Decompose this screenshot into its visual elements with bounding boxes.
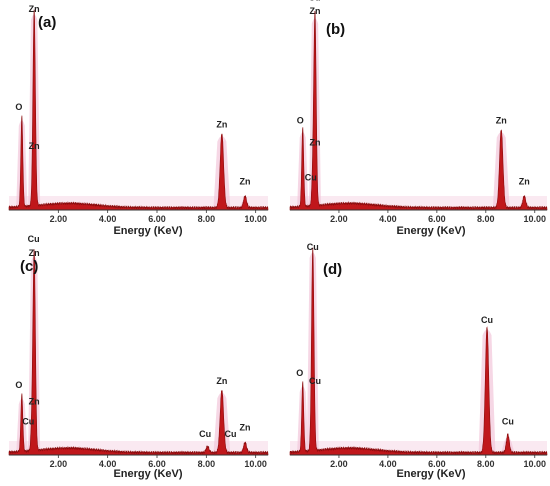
panel-d-x-tick-label: 8.00 (477, 459, 495, 469)
panel-d-x-tick-label: 6.00 (428, 459, 446, 469)
panel-a-x-tick-label: 8.00 (198, 214, 216, 224)
panel-a-x-tick-label: 4.00 (99, 214, 117, 224)
panel-b-x-tick-label: 8.00 (477, 214, 495, 224)
panel-d-x-tick-label: 2.00 (330, 459, 348, 469)
panel-a: 2.00 4.00 6.00 8.00 10.00 Zn O Zn Zn Zn (8, 4, 269, 224)
panel-d: 2.00 4.00 6.00 8.00 10.00 Cu O Cu Cu Cu (289, 242, 548, 469)
panel-c-peak-label: Cu (28, 234, 40, 244)
panel-d-x-tick-label: 10.00 (523, 459, 546, 469)
panel-b-x-tick-label: 10.00 (523, 214, 546, 224)
panel-c-peak-label: Zn (29, 248, 40, 258)
panel-c-peak-label: O (15, 380, 22, 390)
panel-a-peak-label: Zn (216, 120, 227, 130)
panel-b-peak-label: Cu (305, 173, 317, 183)
panel-d-letter: (d) (323, 261, 342, 278)
panel-b-peak-label: Zn (309, 6, 320, 16)
panel-a-peak-label: Zn (29, 141, 40, 151)
panel-d-peak-label: Cu (307, 242, 319, 252)
panel-c-x-tick-label: 8.00 (198, 459, 216, 469)
panel-a-x-tick-label: 10.00 (244, 214, 267, 224)
panel-d-peak-label: O (296, 368, 303, 378)
panel-d-peak-label: Cu (309, 376, 321, 386)
panel-a-x-tick-label: 6.00 (148, 214, 166, 224)
panel-a-peak-label: Zn (29, 4, 40, 14)
panel-d-x-tick-label: 4.00 (379, 459, 397, 469)
panel-a-spectrum (8, 9, 269, 211)
panel-c-peak-label: Zn (240, 423, 251, 433)
panel-d-spectrum (289, 247, 548, 456)
panel-b-peak-label: Cu (308, 0, 320, 2)
panel-b-x-axis-label: Energy (KeV) (396, 225, 465, 237)
panel-c-peak-label: Zn (29, 396, 40, 406)
panel-c-spectrum (8, 249, 269, 456)
panel-c-x-tick-label: 10.00 (244, 459, 267, 469)
panel-c-x-axis-label: Energy (KeV) (113, 468, 182, 480)
panel-a-x-tick-label: 2.00 (50, 214, 68, 224)
panel-b-peak-label: Zn (519, 176, 530, 186)
panel-c-peak-label: Cu (22, 417, 34, 427)
panel-c-peak-label: Cu (225, 429, 237, 439)
panel-b-peak-label: O (297, 116, 304, 126)
panel-d-x-axis-label: Energy (KeV) (396, 468, 465, 480)
panel-b-peak-label: Zn (496, 116, 507, 126)
panel-c-x-tick-label: 4.00 (99, 459, 117, 469)
panel-a-peak-label: O (15, 102, 22, 112)
panel-d-peak-label: Cu (481, 315, 493, 325)
panel-b-letter: (b) (326, 21, 345, 38)
panel-b-x-tick-label: 2.00 (330, 214, 348, 224)
panel-a-x-axis-label: Energy (KeV) (113, 225, 182, 237)
panel-c-peak-label: Cu (199, 429, 211, 439)
panel-b-x-tick-label: 6.00 (428, 214, 446, 224)
panel-a-letter: (a) (38, 14, 56, 31)
panel-b-peak-label: Zn (309, 137, 320, 147)
panel-d-peak-label: Cu (502, 417, 514, 427)
panel-b-spectrum (289, 11, 548, 211)
panel-c-x-tick-label: 6.00 (148, 459, 166, 469)
panel-c-letter: (c) (20, 258, 38, 275)
panel-c-x-tick-label: 2.00 (50, 459, 68, 469)
panel-b-x-tick-label: 4.00 (379, 214, 397, 224)
panel-b: 2.00 4.00 6.00 8.00 10.00 Cu Zn O Zn Cu Zn Zn (289, 0, 548, 224)
panel-c-peak-label: Zn (216, 376, 227, 386)
panel-a-peak-label: Zn (240, 176, 251, 186)
